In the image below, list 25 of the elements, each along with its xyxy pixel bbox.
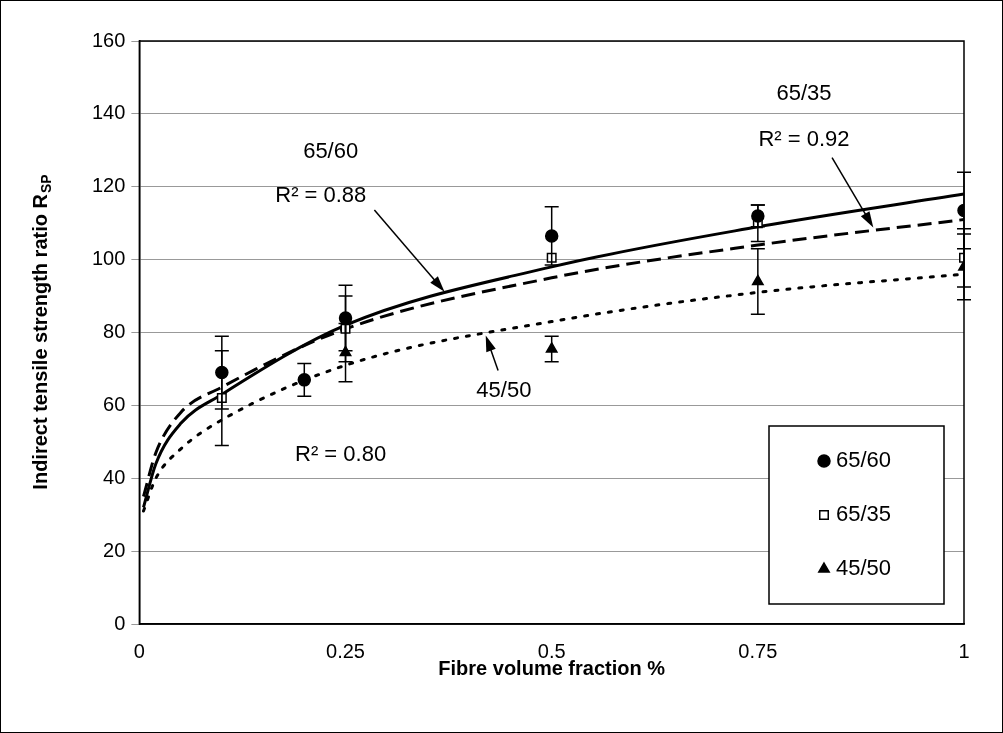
y-tick-label: 160 [91, 28, 126, 51]
legend-label: 65/60 [836, 447, 892, 473]
y-tick-label: 120 [91, 174, 126, 197]
y-axis-title: Indirect tensile strength ratio RSP [28, 174, 54, 490]
x-tick-label: 0.25 [326, 639, 365, 662]
y-tick-label: 60 [103, 392, 126, 415]
annotation: 65/60 [303, 137, 359, 163]
x-tick-label: 0.75 [738, 639, 778, 662]
legend-label: 65/35 [836, 501, 892, 527]
y-tick-label: 40 [103, 465, 126, 488]
y-tick-label: 100 [91, 247, 126, 270]
legend-label: 45/50 [836, 555, 892, 581]
y-tick-label: 20 [103, 538, 126, 561]
x-tick-label: 0 [133, 639, 145, 662]
y-tick-label: 80 [103, 320, 126, 343]
x-tick-label: 0.5 [537, 639, 566, 662]
x-tick-label: 1 [958, 639, 970, 662]
annotation: R² = 0.80 [295, 440, 387, 466]
annotation: 65/35 [776, 79, 832, 105]
point [545, 342, 558, 353]
y-tick-label: 0 [114, 611, 126, 634]
y-tick-label: 140 [91, 101, 126, 124]
annotation: R² = 0.88 [275, 181, 367, 207]
annotation: 45/50 [476, 376, 532, 402]
annotation: R² = 0.92 [758, 126, 850, 152]
